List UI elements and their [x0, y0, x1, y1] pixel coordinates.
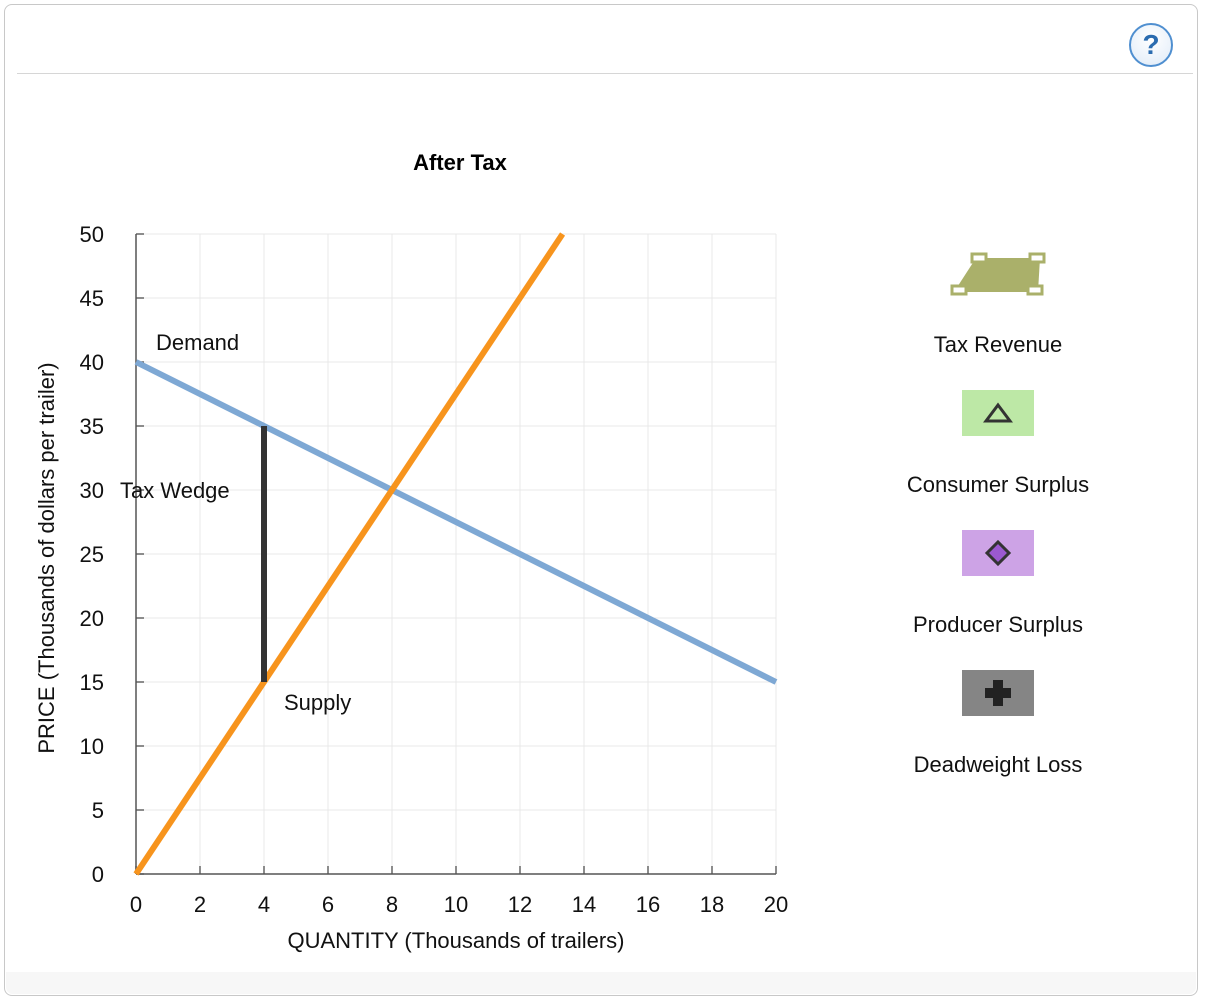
diamond-icon: [984, 539, 1012, 567]
x-tick-label: 0: [130, 892, 142, 917]
x-tick-label: 6: [322, 892, 334, 917]
help-button[interactable]: ?: [1129, 23, 1173, 67]
tax-revenue-tool[interactable]: [950, 248, 1046, 296]
legend-producer-surplus[interactable]: Producer Surplus: [900, 530, 1096, 642]
consumer-surplus-label: Consumer Surplus: [906, 472, 1090, 497]
y-tick-label: 30: [80, 478, 104, 503]
demand-curve-label: Demand: [156, 330, 239, 355]
x-tick-label: 2: [194, 892, 206, 917]
footer-strip: [6, 972, 1196, 994]
legend-deadweight-loss[interactable]: Deadweight Loss: [900, 670, 1096, 782]
series-lines[interactable]: [133, 232, 778, 876]
producer-surplus-tool[interactable]: [962, 530, 1034, 576]
y-tick-label: 15: [80, 670, 104, 695]
legend-consumer-surplus[interactable]: Consumer Surplus: [900, 390, 1096, 502]
y-tick-label: 10: [80, 734, 104, 759]
x-tick-label: 20: [764, 892, 788, 917]
y-tick-label: 20: [80, 606, 104, 631]
deadweight-loss-label: Deadweight Loss: [913, 752, 1083, 777]
x-tick-label: 18: [700, 892, 724, 917]
y-tick-label: 25: [80, 542, 104, 567]
y-tick-label: 40: [80, 350, 104, 375]
trapezoid-handles-icon: [950, 252, 1046, 296]
triangle-icon: [983, 402, 1013, 423]
x-tick-label: 10: [444, 892, 468, 917]
demand-curve[interactable]: [134, 359, 778, 685]
axes: [135, 233, 777, 875]
consumer-surplus-tool[interactable]: [962, 390, 1034, 436]
x-tick-label: 4: [258, 892, 270, 917]
producer-surplus-label: Producer Surplus: [913, 612, 1083, 637]
y-tick-label: 0: [92, 862, 104, 887]
tick-labels: 0 2 4 6 8 10 12 14 16 18 20 0 5 10 15 20 25 30 35 40 45 50: [80, 222, 789, 917]
tax-wedge-label: Tax Wedge: [120, 478, 230, 503]
tax-revenue-label: Tax Revenue: [933, 332, 1063, 357]
deadweight-loss-tool[interactable]: [962, 670, 1034, 716]
x-tick-label: 16: [636, 892, 660, 917]
exercise-panel: ?: [4, 4, 1198, 996]
y-axis-label: PRICE (Thousands of dollars per trailer): [34, 362, 59, 753]
help-icon: ?: [1142, 29, 1160, 60]
x-tick-label: 14: [572, 892, 596, 917]
x-tick-label: 12: [508, 892, 532, 917]
legend-tax-revenue[interactable]: Tax Revenue: [900, 246, 1096, 366]
y-tick-label: 5: [92, 798, 104, 823]
supply-curve[interactable]: [133, 232, 566, 876]
x-tick-label: 8: [386, 892, 398, 917]
chart-title: After Tax: [413, 150, 507, 175]
header-divider: [17, 73, 1193, 74]
y-tick-label: 35: [80, 414, 104, 439]
plus-icon: [985, 680, 1011, 706]
y-tick-label: 45: [80, 286, 104, 311]
y-tick-label: 50: [80, 222, 104, 247]
x-axis-label: QUANTITY (Thousands of trailers): [287, 928, 624, 953]
supply-curve-label: Supply: [284, 690, 351, 715]
